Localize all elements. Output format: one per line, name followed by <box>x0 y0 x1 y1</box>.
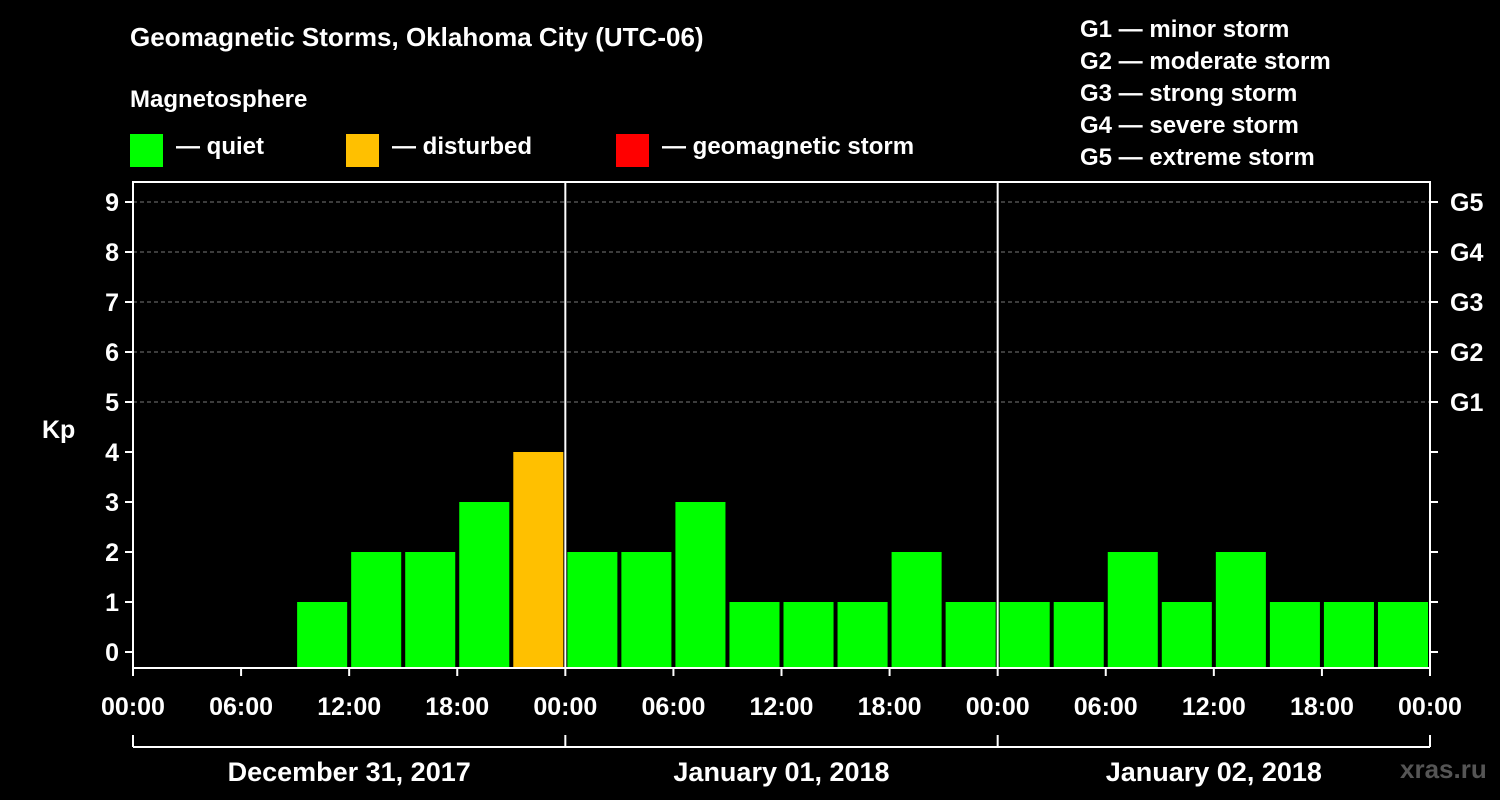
legend-heading: Magnetosphere <box>130 86 308 113</box>
y-tick-label: 4 <box>105 439 119 467</box>
x-tick-label: 06:00 <box>641 693 705 721</box>
x-tick-label: 00:00 <box>966 693 1030 721</box>
kp-bar <box>891 552 942 668</box>
storm-scale-g5: G5 — extreme storm <box>1080 144 1315 171</box>
g-scale-label: G3 <box>1450 289 1483 317</box>
kp-bar <box>405 552 456 668</box>
legend-label-quiet: — quiet <box>176 133 264 160</box>
kp-bar <box>999 602 1050 668</box>
y-tick-label: 3 <box>105 489 119 517</box>
y-tick-label: 6 <box>105 339 119 367</box>
g-scale-label: G5 <box>1450 189 1483 217</box>
x-tick-label: 00:00 <box>533 693 597 721</box>
legend-label-disturbed: — disturbed <box>392 133 533 160</box>
g-scale-label: G4 <box>1450 239 1483 267</box>
kp-bar <box>567 552 618 668</box>
storm-scale-g4: G4 — severe storm <box>1080 112 1299 139</box>
kp-bar <box>675 502 726 668</box>
storm-scale-g1: G1 — minor storm <box>1080 16 1290 43</box>
x-tick-label: 12:00 <box>750 693 814 721</box>
kp-bar <box>1107 552 1158 668</box>
kp-bar <box>837 602 888 668</box>
x-tick-label: 00:00 <box>101 693 165 721</box>
legend-swatch-storm <box>616 134 649 167</box>
x-tick-label: 00:00 <box>1398 693 1462 721</box>
y-tick-label: 9 <box>105 189 119 217</box>
kp-bar <box>729 602 780 668</box>
kp-bar <box>459 502 510 668</box>
y-tick-label: 2 <box>105 539 119 567</box>
chart-title: Geomagnetic Storms, Oklahoma City (UTC-0… <box>130 22 704 52</box>
y-tick-label: 7 <box>105 289 119 317</box>
legend-label-storm: — geomagnetic storm <box>662 133 915 160</box>
legend-swatch-quiet <box>130 134 163 167</box>
kp-bar <box>1053 602 1104 668</box>
y-tick-label: 1 <box>105 589 119 617</box>
kp-bar <box>1377 602 1428 668</box>
kp-bar <box>621 552 672 668</box>
storm-scale-legend: G1 — minor storm G2 — moderate storm G3 … <box>1080 14 1331 174</box>
x-tick-label: 06:00 <box>1074 693 1138 721</box>
kp-bar <box>297 602 348 668</box>
storm-scale-g3: G3 — strong storm <box>1080 80 1298 107</box>
y-tick-label: 0 <box>105 639 119 667</box>
kp-bar <box>945 602 996 668</box>
g-scale-label: G2 <box>1450 339 1483 367</box>
storm-scale-g2: G2 — moderate storm <box>1080 48 1331 75</box>
watermark: xras.ru <box>1400 754 1487 784</box>
day-label: January 01, 2018 <box>673 757 889 787</box>
day-label: December 31, 2017 <box>228 757 471 787</box>
x-tick-label: 18:00 <box>425 693 489 721</box>
y-tick-label: 5 <box>105 389 119 417</box>
kp-bar <box>1269 602 1320 668</box>
x-tick-label: 12:00 <box>1182 693 1246 721</box>
x-tick-label: 12:00 <box>317 693 381 721</box>
kp-bar <box>1323 602 1374 668</box>
y-axis-label: Kp <box>42 416 75 444</box>
day-label: January 02, 2018 <box>1106 757 1322 787</box>
kp-bar <box>1215 552 1266 668</box>
kp-bar <box>783 602 834 668</box>
x-tick-label: 18:00 <box>858 693 922 721</box>
kp-bar <box>1161 602 1212 668</box>
x-tick-label: 06:00 <box>209 693 273 721</box>
g-scale-label: G1 <box>1450 389 1483 417</box>
kp-bar <box>513 452 564 668</box>
x-tick-label: 18:00 <box>1290 693 1354 721</box>
legend-swatch-disturbed <box>346 134 379 167</box>
y-tick-label: 8 <box>105 239 119 267</box>
kp-bar <box>351 552 402 668</box>
